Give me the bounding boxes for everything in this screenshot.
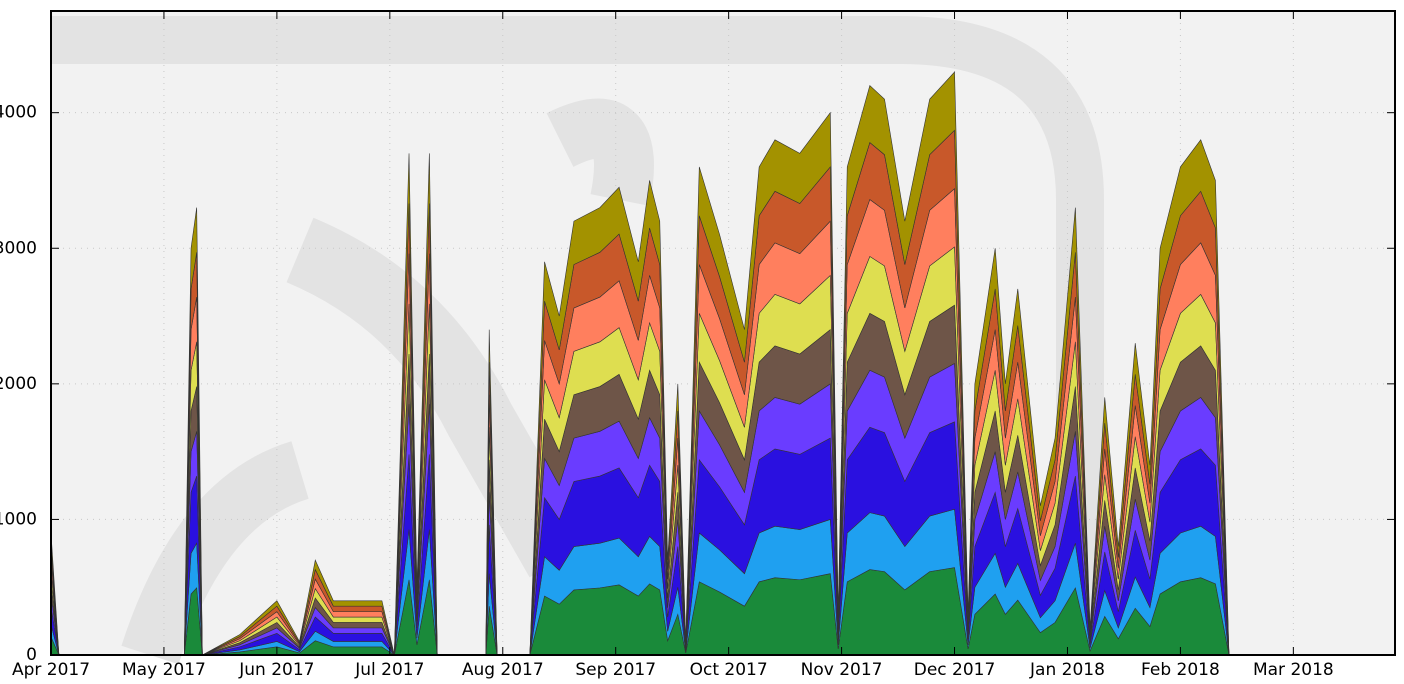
x-tick-label: May 2017 — [122, 660, 206, 680]
x-tick-label: Sep 2017 — [575, 660, 656, 680]
x-tick-label: Jul 2017 — [354, 660, 424, 680]
x-tick-label: Apr 2017 — [12, 660, 90, 680]
y-tick-label: 1000 — [0, 509, 37, 529]
x-tick-label: Jun 2017 — [238, 660, 314, 680]
x-tick-label: Mar 2018 — [1253, 660, 1334, 680]
y-tick-label: 4000 — [0, 103, 37, 123]
y-tick-label: 3000 — [0, 238, 37, 258]
x-tick-label: Aug 2017 — [462, 660, 544, 680]
y-tick-label: 2000 — [0, 374, 37, 394]
x-tick-label: Dec 2017 — [914, 660, 996, 680]
chart: 01000200030004000Apr 2017May 2017Jun 201… — [0, 0, 1404, 684]
x-tick-label: Jan 2018 — [1029, 660, 1105, 680]
x-tick-label: Oct 2017 — [690, 660, 768, 680]
x-tick-label: Nov 2017 — [801, 660, 883, 680]
x-tick-label: Feb 2018 — [1141, 660, 1220, 680]
